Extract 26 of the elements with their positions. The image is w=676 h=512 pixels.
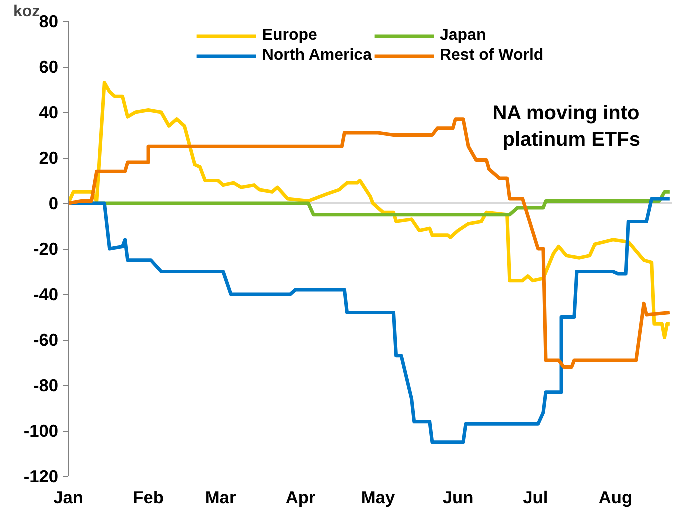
y-axis-title: koz: [14, 4, 40, 20]
y-tick-label: -100: [24, 421, 59, 441]
y-tick-label: 60: [39, 57, 59, 77]
x-tick-label: Jun: [442, 488, 474, 508]
y-tick-label: 80: [39, 12, 59, 32]
legend-label: Europe: [262, 27, 318, 45]
x-tick-label: Feb: [133, 488, 164, 508]
legend-label: North America: [262, 47, 372, 65]
y-tick-label: 40: [39, 102, 59, 122]
legend-label: Japan: [440, 27, 486, 45]
legend-label: Rest of World: [440, 47, 544, 65]
y-tick-label: -120: [24, 466, 59, 486]
y-tick-label: -20: [33, 239, 58, 259]
y-tick-label: -60: [33, 330, 58, 350]
annotation: NA moving into platinum ETFs: [492, 102, 641, 151]
x-tick-label: Apr: [286, 488, 316, 508]
x-tick-label: Jul: [523, 488, 548, 508]
line-series: [68, 81, 672, 340]
x-tick-label: Mar: [205, 488, 236, 508]
x-tick-label: Jan: [54, 488, 84, 508]
x-tick-label: Aug: [598, 488, 633, 508]
x-tick-label: May: [361, 488, 396, 508]
y-tick-label: -40: [33, 284, 58, 304]
y-tick-label: 0: [48, 194, 59, 214]
y-tick-label: -80: [33, 376, 58, 396]
y-tick-label: 20: [39, 148, 59, 168]
